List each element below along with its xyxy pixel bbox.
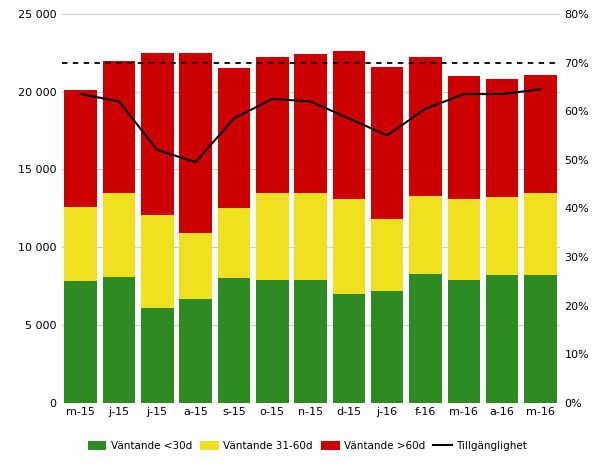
Bar: [448, 199, 480, 280]
Bar: [103, 193, 135, 277]
Bar: [409, 196, 442, 274]
Bar: [448, 76, 480, 199]
Bar: [371, 291, 403, 403]
Bar: [486, 197, 518, 275]
Bar: [218, 208, 250, 278]
Bar: [524, 193, 557, 275]
Bar: [409, 274, 442, 403]
Bar: [218, 278, 250, 403]
Bar: [256, 280, 288, 403]
Bar: [409, 57, 442, 196]
Bar: [103, 277, 135, 403]
Bar: [141, 53, 173, 214]
Bar: [65, 282, 97, 403]
Bar: [333, 294, 365, 403]
Bar: [524, 275, 557, 403]
Bar: [295, 280, 327, 403]
Bar: [486, 275, 518, 403]
Bar: [295, 193, 327, 280]
Bar: [333, 51, 365, 199]
Bar: [65, 207, 97, 282]
Bar: [486, 79, 518, 197]
Bar: [371, 219, 403, 291]
Bar: [180, 233, 212, 299]
Bar: [218, 69, 250, 208]
Bar: [180, 53, 212, 233]
Bar: [180, 299, 212, 403]
Bar: [103, 61, 135, 193]
Bar: [256, 193, 288, 280]
Bar: [141, 214, 173, 308]
Bar: [256, 57, 288, 193]
Bar: [448, 280, 480, 403]
Bar: [295, 54, 327, 193]
Bar: [524, 75, 557, 193]
Bar: [333, 199, 365, 294]
Bar: [371, 67, 403, 219]
Bar: [141, 308, 173, 403]
Legend: Väntande <30d, Väntande 31-60d, Väntande >60d, Tillgänglighet: Väntande <30d, Väntande 31-60d, Väntande…: [84, 437, 531, 456]
Bar: [65, 90, 97, 207]
